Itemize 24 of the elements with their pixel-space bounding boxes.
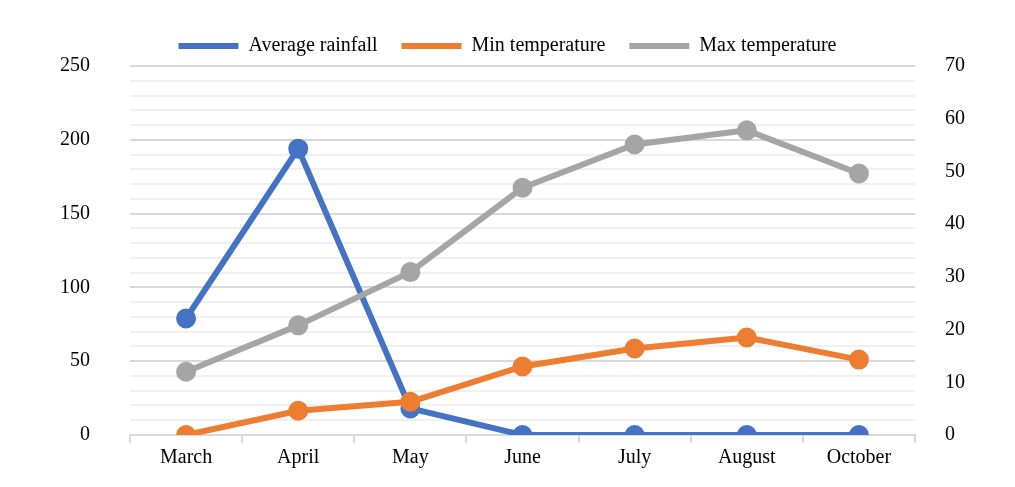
- y2-tick-label: 0: [945, 422, 955, 445]
- x-tick-label: March: [159, 445, 213, 468]
- x-tick-label: April: [277, 445, 320, 469]
- legend-label: Max temperature: [699, 33, 837, 57]
- y2-tick-label: 60: [945, 105, 965, 128]
- x-tick-label: August: [717, 445, 777, 469]
- y-tick-label: 200: [60, 127, 90, 150]
- x-tick-label: October: [826, 445, 892, 468]
- y-tick-label: 150: [60, 200, 90, 223]
- y2-tick-label: 10: [945, 369, 965, 392]
- x-tick-label: June: [504, 445, 541, 468]
- y2-tick-label: 20: [945, 316, 965, 339]
- y2-tick-label: 30: [945, 264, 965, 287]
- x-tick-label: May: [392, 445, 429, 469]
- y2-tick-label: 70: [945, 53, 965, 76]
- y-tick-label: 250: [60, 53, 90, 76]
- legend-label: Min temperature: [471, 33, 606, 57]
- y-tick-label: 0: [80, 422, 90, 445]
- y-tick-label: 100: [60, 274, 90, 297]
- y2-tick-label: 40: [945, 211, 965, 234]
- legend-label: Average rainfall: [248, 33, 378, 57]
- y2-tick-label: 50: [945, 158, 965, 181]
- y-tick-label: 50: [70, 348, 90, 371]
- x-tick-label: July: [617, 445, 652, 469]
